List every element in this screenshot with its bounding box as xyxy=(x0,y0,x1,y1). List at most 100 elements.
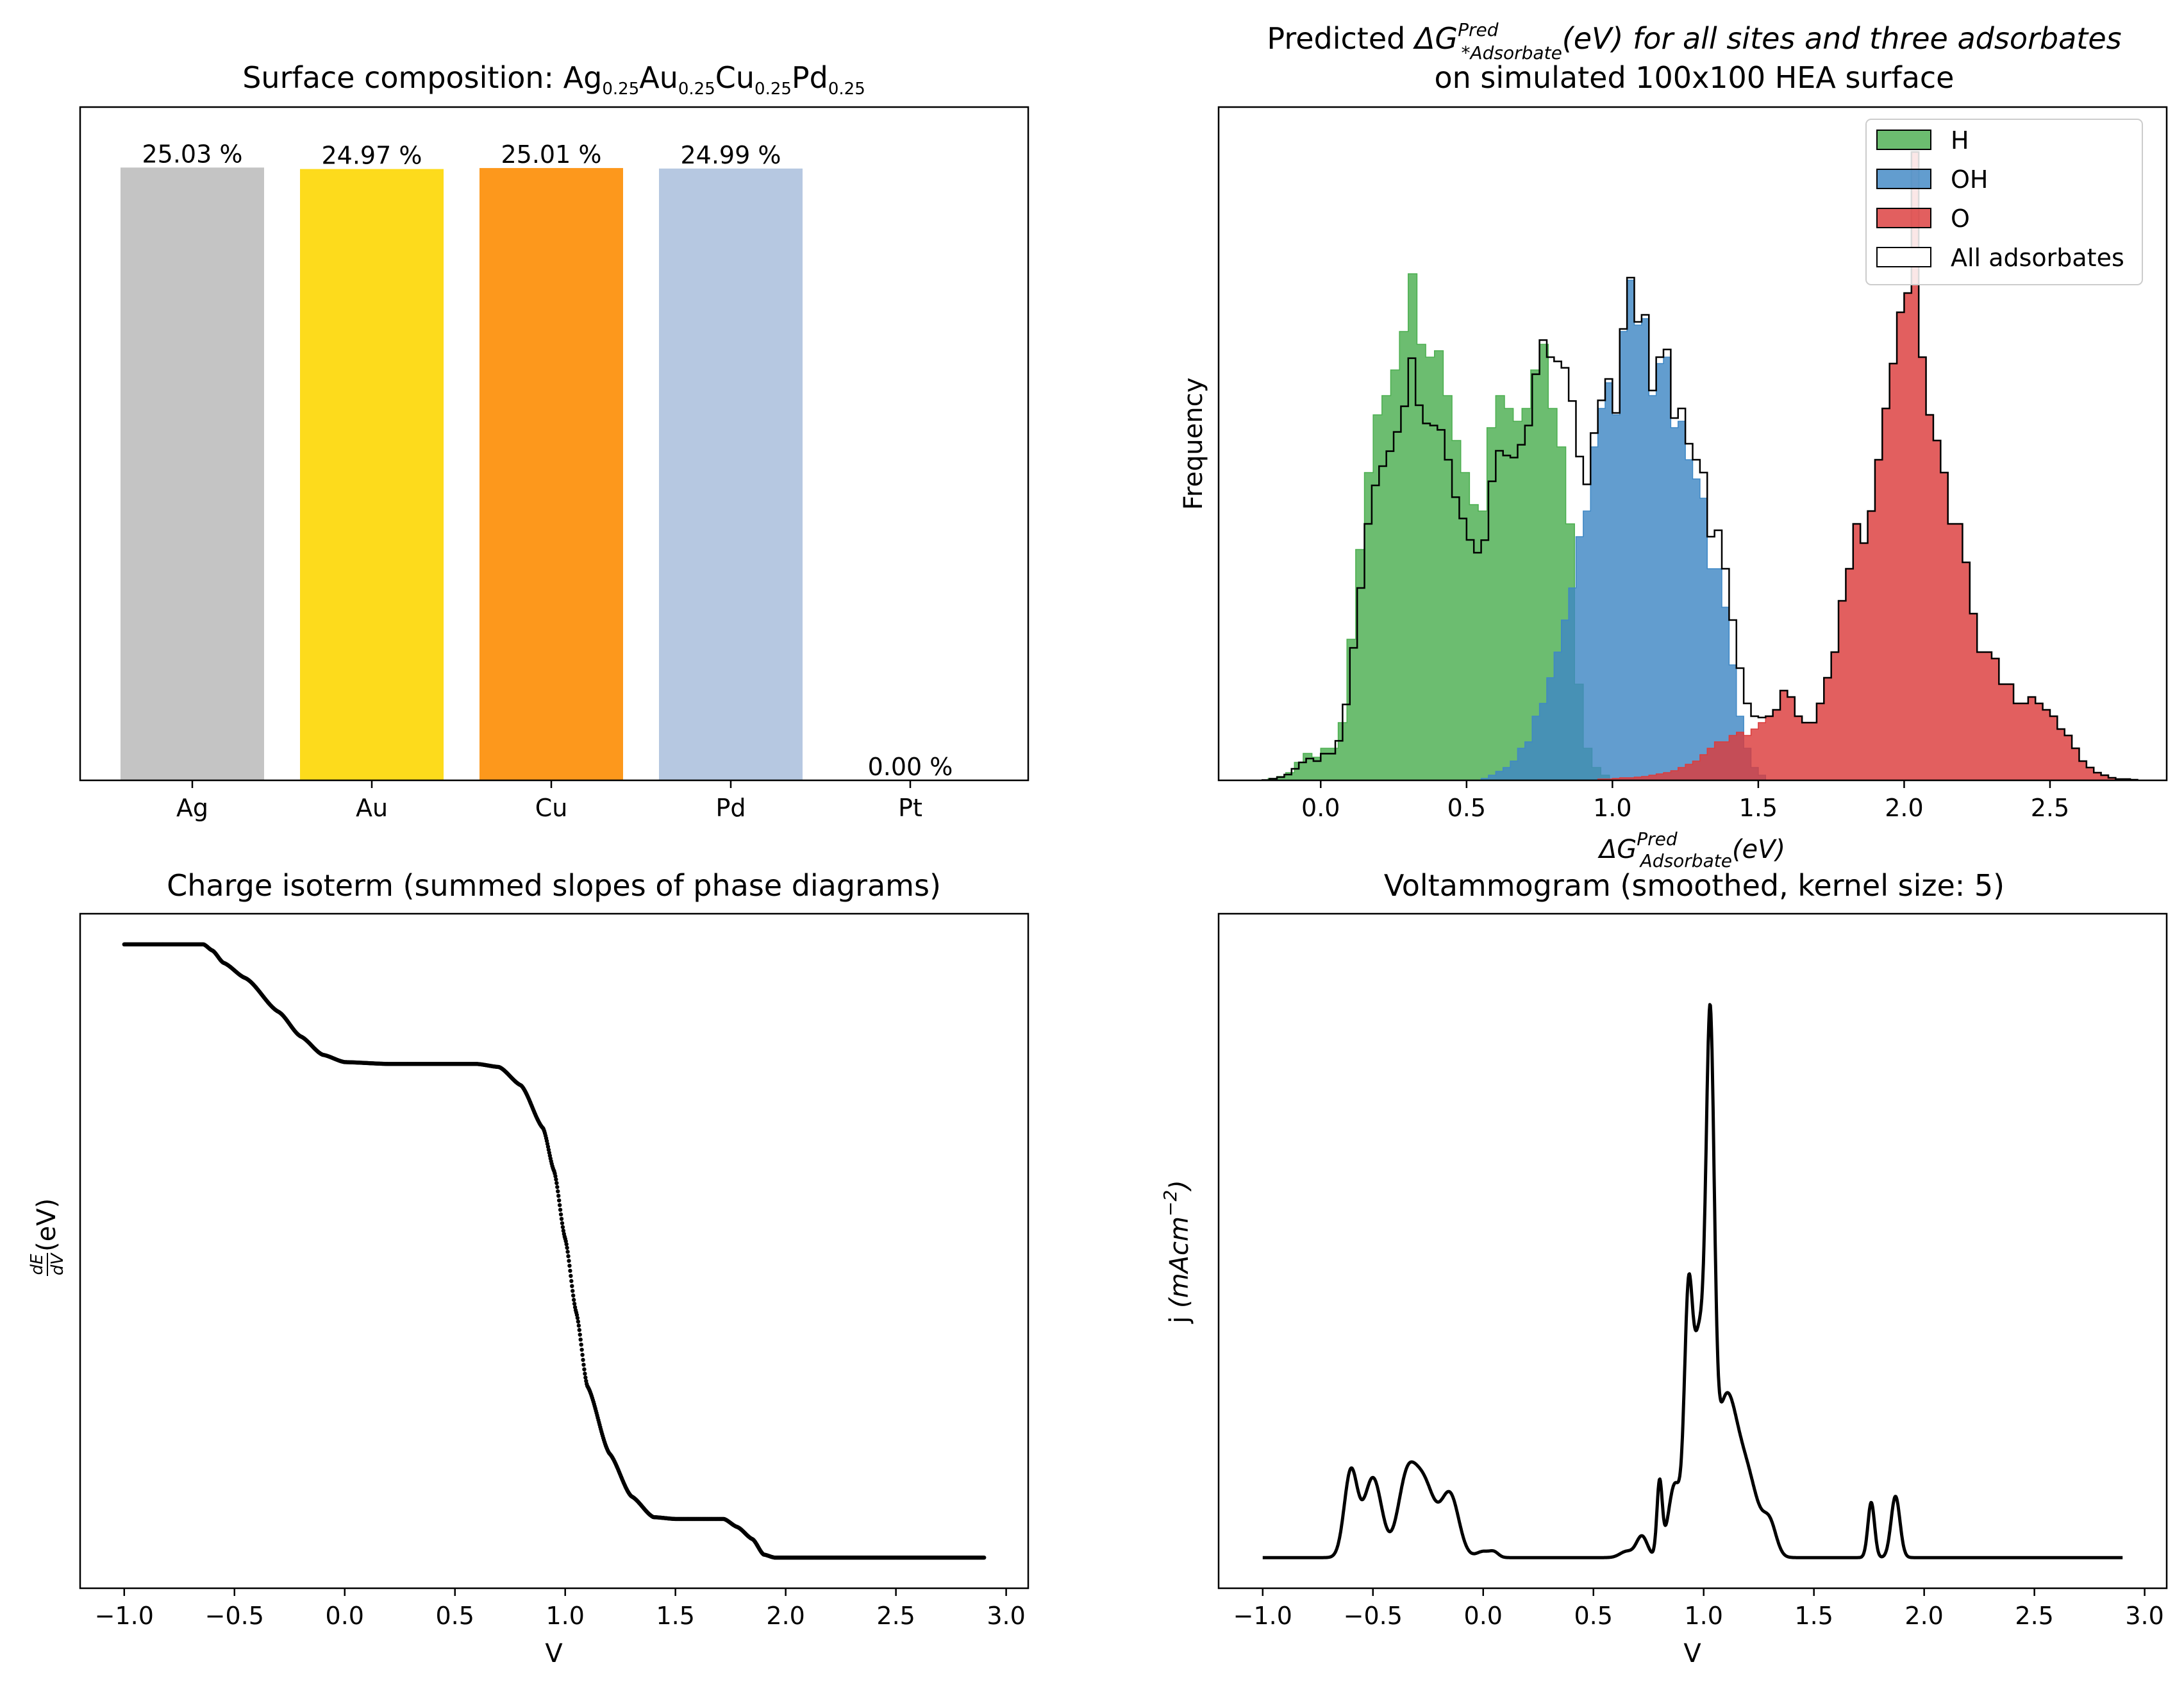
x-tick-label: −0.5 xyxy=(1344,1602,1403,1630)
x-tick-label-au: Au xyxy=(356,794,388,822)
composition-bars: 25.03 % 24.97 % 25.01 % 24.99 % 0.00 % xyxy=(121,140,953,781)
x-tick-label-pt: Pt xyxy=(898,794,922,822)
isotherm-point xyxy=(572,1302,577,1306)
isotherm-point xyxy=(569,1273,573,1279)
bar-ag xyxy=(121,167,264,780)
x-tick-label: 0.0 xyxy=(326,1602,364,1630)
x-tick-label: 0.0 xyxy=(1301,794,1340,822)
x-tick-label: 2.0 xyxy=(1885,794,1923,822)
bar-value-label-ag: 25.03 % xyxy=(142,140,243,168)
isotherm-point xyxy=(556,1189,560,1194)
isotherm-point xyxy=(561,1229,566,1233)
isotherm-point xyxy=(553,1174,558,1179)
x-tick-label: −1.0 xyxy=(95,1602,154,1630)
x-tick-label: 1.5 xyxy=(1794,1602,1833,1630)
isotherm-point xyxy=(579,1342,583,1347)
isotherm-point xyxy=(982,1555,987,1560)
legend-label-oh: OH xyxy=(1951,165,1988,194)
x-tick-label: 0.0 xyxy=(1464,1602,1503,1630)
x-tick-label: 3.0 xyxy=(987,1602,1025,1630)
isotherm-point xyxy=(560,1225,565,1229)
isotherm-point xyxy=(570,1284,574,1288)
histogram-series-h xyxy=(1267,273,1610,781)
voltammogram-x-label: V xyxy=(1683,1639,1701,1668)
legend-swatch-oh xyxy=(1876,169,1931,189)
isotherm-point xyxy=(559,1216,564,1221)
voltammogram-title: Voltammogram (smoothed, kernel size: 5) xyxy=(1384,868,2005,903)
isotherm-point xyxy=(571,1298,576,1302)
voltammogram-axes-frame xyxy=(1217,912,2168,1590)
voltammogram-x-ticks: −1.0 −0.5 0.0 0.5 1.0 1.5 2.0 2.5 3.0 xyxy=(1233,1588,2164,1630)
isotherm-point xyxy=(578,1337,583,1342)
x-tick-label: 2.0 xyxy=(766,1602,804,1630)
legend-label-o: O xyxy=(1951,205,1970,233)
voltammogram-line xyxy=(1262,1003,2124,1559)
isotherm-title: Charge isoterm (summed slopes of phase d… xyxy=(167,868,941,903)
isotherm-point xyxy=(576,1323,581,1328)
isotherm-point xyxy=(558,1207,563,1212)
isotherm-point xyxy=(554,1177,558,1182)
bar-value-label-cu: 25.01 % xyxy=(501,140,602,169)
histogram-series-oh xyxy=(1480,280,1767,781)
composition-title: Surface composition: Ag0.25Au0.25Cu0.25P… xyxy=(242,60,865,99)
isotherm-point xyxy=(567,1259,571,1263)
isotherm-point xyxy=(579,1347,584,1352)
x-tick-label: 2.5 xyxy=(2015,1602,2053,1630)
isotherm-point xyxy=(581,1363,586,1367)
isotherm-x-label: V xyxy=(545,1639,563,1668)
voltammogram-panel: Voltammogram (smoothed, kernel size: 5) … xyxy=(1160,868,2168,1668)
isotherm-point xyxy=(580,1352,585,1357)
x-tick-label: 1.0 xyxy=(1593,794,1631,822)
x-tick-label: 0.5 xyxy=(1574,1602,1613,1630)
isotherm-point xyxy=(578,1332,582,1337)
bar-cu xyxy=(479,168,623,780)
isotherm-y-label-num: dE xyxy=(28,1254,47,1275)
isotherm-point xyxy=(569,1279,574,1284)
histogram-series-all-adsorbates xyxy=(1262,151,2138,781)
isotherm-point xyxy=(582,1367,587,1372)
isotherm-point xyxy=(583,1372,587,1376)
histogram-y-label: Frequency xyxy=(1179,378,1208,510)
x-tick-label: 1.5 xyxy=(1739,794,1778,822)
isotherm-point xyxy=(574,1313,579,1317)
legend-box xyxy=(1865,119,2143,285)
isotherm-point xyxy=(556,1193,561,1198)
bar-au xyxy=(300,169,444,781)
histogram-x-label: ΔGPred Adsorbate(eV) xyxy=(1597,828,1785,871)
isotherm-point xyxy=(564,1242,569,1246)
histogram-panel: Predicted ΔGPred *Adsorbate(eV) for all s… xyxy=(1179,19,2168,871)
isotherm-y-label-unit: (eV) xyxy=(32,1198,62,1252)
isotherm-point xyxy=(565,1245,569,1250)
x-tick-label: −0.5 xyxy=(205,1602,264,1630)
isotherm-y-label: dE dV (eV) xyxy=(28,1198,67,1276)
isotherm-point xyxy=(565,1250,570,1254)
legend-label-h: H xyxy=(1951,126,1969,155)
x-tick-label-ag: Ag xyxy=(176,794,208,822)
isotherm-point xyxy=(571,1293,576,1298)
composition-x-ticks: Ag Au Cu Pd Pt xyxy=(176,780,922,822)
histogram-x-ticks: 0.0 0.5 1.0 1.5 2.0 2.5 xyxy=(1301,780,2069,822)
bar-value-label-pt: 0.00 % xyxy=(868,753,953,781)
bar-pd xyxy=(659,168,803,780)
isotherm-point xyxy=(556,1198,562,1203)
isotherm-point xyxy=(558,1212,563,1217)
isotherm-x-ticks: −1.0 −0.5 0.0 0.5 1.0 1.5 2.0 2.5 3.0 xyxy=(95,1588,1026,1630)
isotherm-point xyxy=(577,1328,581,1332)
histogram-legend: H OH O All adsorbates xyxy=(1865,119,2143,285)
isotherm-y-label-den: dV xyxy=(48,1252,67,1276)
x-tick-label: 1.0 xyxy=(546,1602,584,1630)
legend-swatch-all xyxy=(1876,247,1931,267)
bar-value-label-pd: 24.99 % xyxy=(681,141,781,169)
isotherm-points xyxy=(122,942,987,1560)
voltammogram-y-label: j (mAcm−2) xyxy=(1160,1180,1194,1324)
x-tick-label: 1.5 xyxy=(656,1602,694,1630)
isotherm-point xyxy=(567,1263,572,1268)
legend-label-all: All adsorbates xyxy=(1951,244,2124,272)
composition-panel: Surface composition: Ag0.25Au0.25Cu0.25P… xyxy=(79,60,1029,822)
isotherm-point xyxy=(566,1254,571,1259)
x-tick-label: 0.5 xyxy=(1447,794,1486,822)
x-tick-label: −1.0 xyxy=(1233,1602,1292,1630)
isotherm-point xyxy=(557,1203,562,1207)
bar-value-label-au: 24.97 % xyxy=(322,142,422,170)
